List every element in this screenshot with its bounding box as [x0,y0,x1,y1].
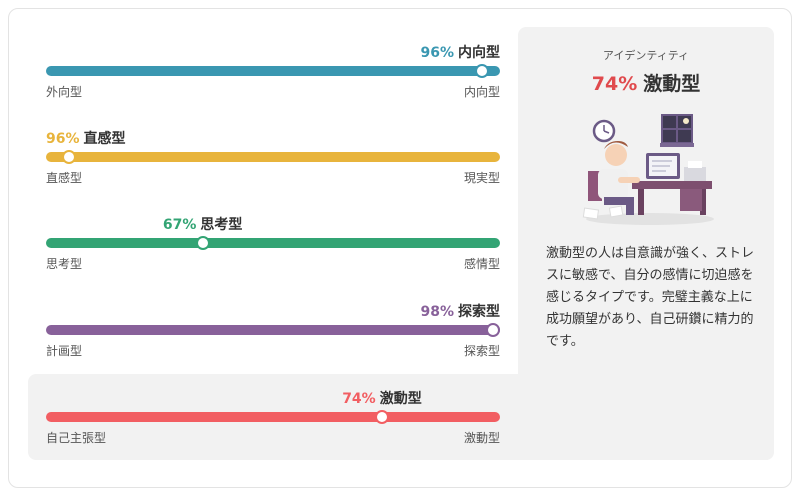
trait-percent: 98% [420,304,454,320]
trait-label: 激動型 [379,391,422,407]
trait-right-label: 内向型 [463,85,500,99]
trait-percent: 96% [420,45,454,61]
identity-label: 激動型 [643,73,701,95]
trait-percent: 96% [46,131,80,147]
trait-bar [46,152,500,162]
trait-knob [474,64,489,78]
trait-percent: 74% [342,391,376,407]
trait-label: 探索型 [458,304,500,320]
trait-introvert: 96% 内向型 外向型 内向型 [46,44,500,114]
trait-knob [195,236,210,250]
identity-panel: アイデンティティ 74% 激動型 [518,27,774,460]
trait-bar [46,412,500,422]
stressed-person-at-desk-illustration [582,114,714,225]
trait-right-label: 探索型 [463,344,500,358]
identity-description: 激動型の人は自意識が強く、ストレスに敏感で、自分の感情に切迫感を感じるタイプです… [546,246,755,349]
trait-left-label: 直感型 [46,171,83,185]
trait-score: 96% 内向型 [420,44,500,62]
identity-percent: 74% [591,73,638,95]
trait-score: 96% 直感型 [46,130,126,148]
trait-percent: 67% [162,217,197,233]
trait-score: 67% 思考型 [163,216,243,234]
trait-knob [61,150,76,164]
trait-bar [46,66,500,76]
trait-left-label: 自己主張型 [46,431,107,445]
trait-left-label: 外向型 [46,85,83,99]
trait-score: 98% 探索型 [420,303,500,321]
trait-score: 74% 激動型 [342,390,422,408]
trait-prospecting: 98% 探索型 計画型 探索型 [46,303,501,373]
identity-caption: アイデンティティ [602,49,690,62]
trait-thinking: 67% 思考型 思考型 感情型 [46,216,500,286]
trait-label: 直感型 [83,131,126,147]
trait-label: 思考型 [200,217,243,233]
trait-right-label: 現実型 [463,171,500,185]
trait-bar [46,325,500,335]
trait-turbulent: 74% 激動型 自己主張型 激動型 [46,390,500,460]
trait-left-label: 思考型 [46,257,83,271]
trait-bar [46,238,500,248]
trait-label: 内向型 [458,45,500,61]
trait-right-label: 感情型 [463,257,500,271]
trait-knob [486,323,501,337]
trait-right-label: 激動型 [463,431,500,445]
trait-left-label: 計画型 [46,344,83,358]
identity-result: 74% 激動型 [518,69,774,96]
trait-intuitive: 96% 直感型 直感型 現実型 [46,130,500,200]
trait-knob [374,410,389,424]
